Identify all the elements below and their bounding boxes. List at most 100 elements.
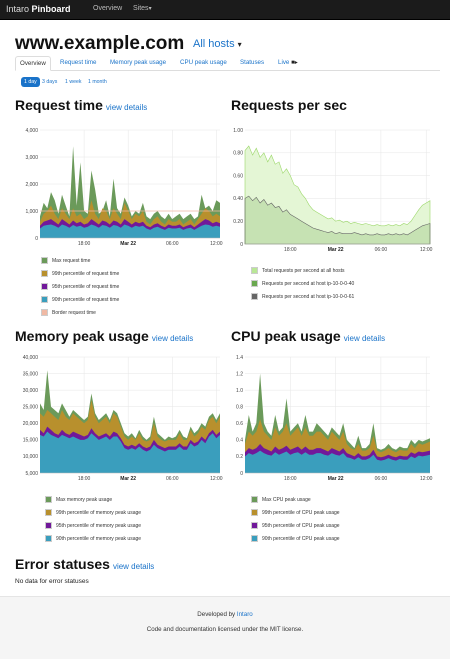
x-tick-label: Mar 22 xyxy=(328,476,344,482)
legend-swatch xyxy=(41,270,48,277)
legend-swatch xyxy=(251,522,258,529)
requests-per-sec-heading: Requests per sec xyxy=(231,97,347,113)
y-tick-label: 0.4 xyxy=(236,438,243,444)
y-tick-label: 35,000 xyxy=(23,371,39,377)
page-title: www.example.com xyxy=(15,33,185,54)
y-tick-label: 0.40 xyxy=(233,196,243,202)
video-camera-icon: ■▸ xyxy=(291,60,298,66)
legend-label: 95th percentile of CPU peak usage xyxy=(262,523,340,529)
legend-swatch xyxy=(251,496,258,503)
period-1-month[interactable]: 1 month xyxy=(88,79,107,85)
y-tick-label: 0.60 xyxy=(233,173,243,179)
y-tick-label: 20,000 xyxy=(23,421,39,427)
requests-per-sec-chart: 1.00 0.80 0.60 0.40 0.20 0 18:00 Mar 22 06:00 12:… xyxy=(233,128,433,253)
y-tick-label: 0 xyxy=(240,471,243,477)
y-tick-label: 0.2 xyxy=(236,454,243,460)
x-tick-label: 12:00 xyxy=(210,241,223,247)
y-tick-label: 40,000 xyxy=(23,355,39,361)
legend-label: 90th percentile of memory peak usage xyxy=(56,536,142,542)
legend-label: 90th percentile of CPU peak usage xyxy=(262,536,340,542)
legend-swatch xyxy=(45,522,52,529)
y-tick-label: 4,000 xyxy=(25,128,38,134)
tab-cpu-peak-usage[interactable]: CPU peak usage xyxy=(180,59,227,66)
series-area-p90 xyxy=(40,431,220,473)
tab-statuses[interactable]: Statuses xyxy=(240,59,265,66)
tab-request-time[interactable]: Request time xyxy=(60,59,97,66)
legend-label: Border request time xyxy=(52,310,96,316)
y-tick-label: 0 xyxy=(240,242,243,248)
period-1-week[interactable]: 1 week xyxy=(65,79,82,85)
cpu-details-link[interactable]: view details xyxy=(343,334,386,343)
error-statuses-heading: Error statuses view details xyxy=(15,556,155,572)
y-tick-label: 10,000 xyxy=(23,454,39,460)
legend-swatch xyxy=(45,535,52,542)
x-tick-label: 18:00 xyxy=(284,247,297,253)
legend-swatch xyxy=(251,509,258,516)
y-tick-label: 0 xyxy=(35,236,38,242)
intaro-link[interactable]: Intaro xyxy=(236,611,253,618)
legend-label: Max memory peak usage xyxy=(56,497,113,503)
error-statuses-details-link[interactable]: view details xyxy=(112,562,155,571)
x-tick-label: 18:00 xyxy=(78,476,91,482)
y-tick-label: 1.2 xyxy=(236,371,243,377)
x-tick-label: Mar 22 xyxy=(120,476,136,482)
y-tick-label: 0.8 xyxy=(236,405,243,411)
series-area-p90 xyxy=(40,224,220,238)
series-area-rps_total xyxy=(244,145,431,245)
nav-overview[interactable]: Overview xyxy=(93,5,123,12)
x-tick-label: 06:00 xyxy=(166,241,179,247)
x-tick-label: 12:00 xyxy=(420,476,433,482)
request-time-details-link[interactable]: view details xyxy=(105,103,148,112)
legend-swatch xyxy=(45,509,52,516)
x-tick-label: 06:00 xyxy=(375,476,388,482)
footer-developed-by: Developed by Intaro xyxy=(197,611,253,618)
request-time-chart: 4,000 3,000 2,000 1,000 0 18:00 Mar 22 06:00 12:… xyxy=(25,128,223,247)
tab-memory-peak-usage[interactable]: Memory peak usage xyxy=(110,59,167,66)
legend-swatch xyxy=(41,283,48,290)
period-1-day[interactable]: 1 day xyxy=(21,77,40,87)
y-tick-label: 15,000 xyxy=(23,438,39,444)
footer: Developed by Intaro Code and documentati… xyxy=(0,596,450,659)
request-time-heading: Request time view details xyxy=(15,97,148,113)
legend-swatch xyxy=(251,267,258,274)
x-tick-label: 12:00 xyxy=(420,247,433,253)
top-navbar: Intaro Pinboard Overview Sites▾ xyxy=(0,0,450,20)
memory-chart: 40,000 35,000 30,000 25,000 20,000 15,000 10,0… xyxy=(23,355,223,482)
series-area-max xyxy=(40,146,220,238)
tab-live[interactable]: Live ■▸ xyxy=(278,59,298,66)
x-tick-label: 12:00 xyxy=(210,476,223,482)
y-tick-label: 30,000 xyxy=(23,388,39,394)
y-tick-label: 3,000 xyxy=(25,155,38,161)
y-tick-label: 1.4 xyxy=(236,355,243,361)
tab-overview[interactable]: Overview xyxy=(15,56,51,71)
legend-label: 90th percentile of request time xyxy=(52,297,120,303)
series-area-rps_host_a xyxy=(244,195,431,245)
legend-swatch xyxy=(41,257,48,264)
legend-label: 99th percentile of request time xyxy=(52,271,120,277)
hosts-dropdown[interactable]: All hosts ▾ xyxy=(193,38,242,50)
memory-details-link[interactable]: view details xyxy=(151,334,194,343)
legend-label: 99th percentile of memory peak usage xyxy=(56,510,142,516)
legend-label: Requests per second at host ip-10-0-0-61 xyxy=(262,294,355,300)
legend-label: 99th percentile of CPU peak usage xyxy=(262,510,340,516)
caret-down-icon: ▾ xyxy=(148,6,152,12)
cpu-heading: CPU peak usage view details xyxy=(231,328,386,344)
y-tick-label: 5,000 xyxy=(25,471,38,477)
page-tabs: Overview Request time Memory peak usage … xyxy=(15,56,440,71)
legend-swatch xyxy=(251,280,258,287)
legend-label: Max request time xyxy=(52,258,91,264)
y-tick-label: 2,000 xyxy=(25,182,38,188)
y-tick-label: 1.0 xyxy=(236,388,243,394)
legend-swatch xyxy=(45,496,52,503)
y-tick-label: 1.00 xyxy=(233,128,243,134)
x-tick-label: 06:00 xyxy=(375,247,388,253)
legend-label: 95th percentile of memory peak usage xyxy=(56,523,142,529)
memory-heading: Memory peak usage view details xyxy=(15,328,194,344)
legend-swatch xyxy=(251,293,258,300)
nav-sites[interactable]: Sites▾ xyxy=(133,5,152,12)
caret-down-icon: ▾ xyxy=(237,40,242,49)
brand-logo[interactable]: Intaro Pinboard xyxy=(6,4,71,14)
legend-label: Requests per second at host ip-10-0-0-40 xyxy=(262,281,355,287)
period-3-days[interactable]: 3 days xyxy=(42,79,58,85)
x-tick-label: Mar 22 xyxy=(120,241,136,247)
